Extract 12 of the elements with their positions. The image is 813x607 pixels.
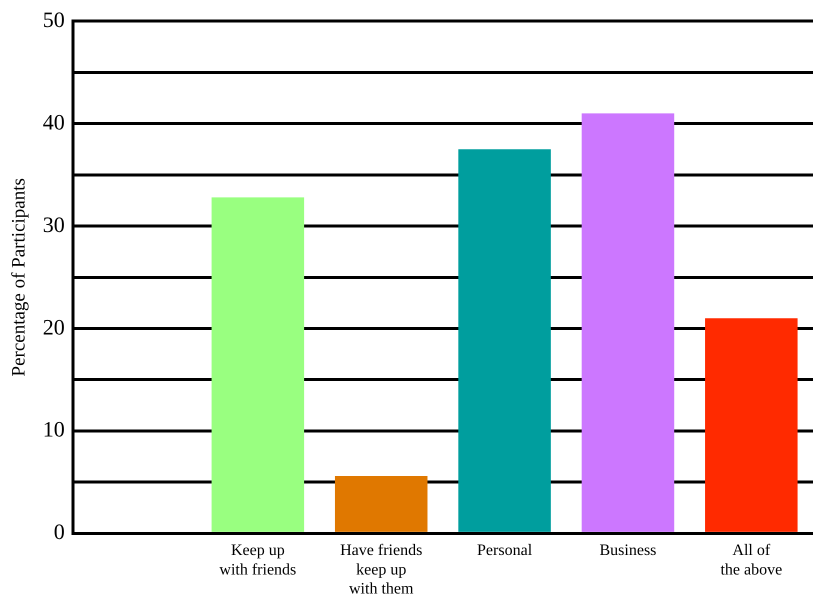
y-tick-label: 10 (42, 416, 65, 442)
x-tick-label: Keep up with friends (219, 542, 296, 578)
y-tick-label: 50 (42, 6, 65, 32)
y-tick-label: 30 (42, 212, 65, 237)
y-axis-title: Percentage of Participants (8, 178, 30, 376)
x-tick-label: Personal (477, 542, 533, 560)
x-tick-label: Have friends keep up with them (340, 542, 422, 598)
x-tick-label: All of the above (720, 542, 782, 578)
y-tick-label: 0 (54, 519, 65, 544)
y-tick-label: 20 (42, 314, 65, 340)
x-tick-label: Business (599, 542, 656, 560)
y-tick-label: 40 (42, 109, 65, 134)
